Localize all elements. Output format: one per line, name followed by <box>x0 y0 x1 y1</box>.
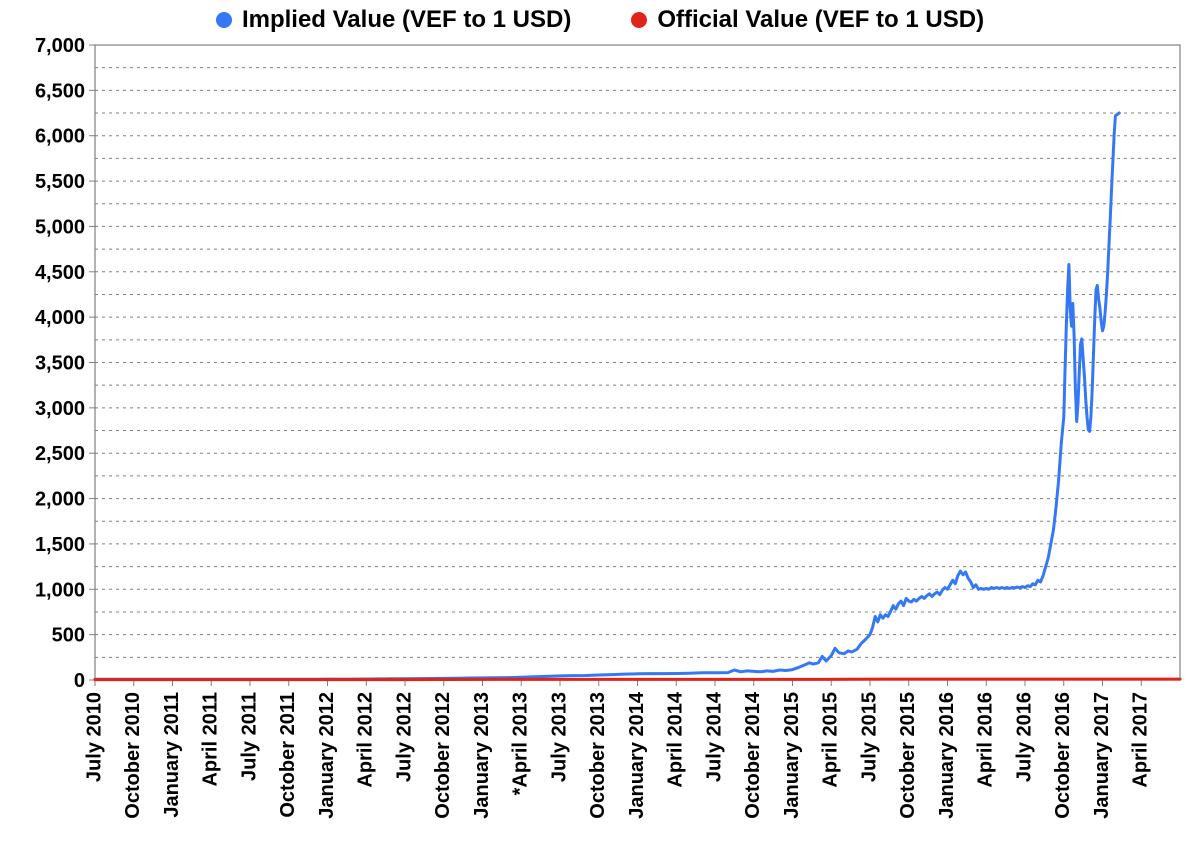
x-tick-label: October 2015 <box>897 692 919 819</box>
y-tick-label: 6,000 <box>35 126 85 148</box>
y-tick-label: 6,500 <box>35 80 85 102</box>
x-tick-label: October 2014 <box>742 691 764 819</box>
x-tick-label: October 2010 <box>122 692 144 819</box>
y-tick-label: 0 <box>74 670 85 692</box>
exchange-rate-chart: Implied Value (VEF to 1 USD) Official Va… <box>0 0 1200 865</box>
x-tick-label: July 2015 <box>858 692 880 782</box>
x-tick-label: April 2015 <box>820 692 842 788</box>
legend-item-implied: Implied Value (VEF to 1 USD) <box>216 6 571 34</box>
legend-swatch-official <box>631 12 647 28</box>
y-tick-label: 2,500 <box>35 443 85 465</box>
y-tick-label: 1,500 <box>35 534 85 556</box>
series-line <box>95 679 1180 680</box>
x-tick-label: July 2011 <box>238 692 260 781</box>
x-tick-label: April 2016 <box>975 692 997 788</box>
y-tick-label: 3,000 <box>35 398 85 420</box>
x-tick-label: October 2012 <box>432 692 454 819</box>
x-tick-label: July 2016 <box>1013 692 1035 782</box>
x-tick-label: October 2013 <box>587 692 609 819</box>
x-tick-label: *April 2013 <box>510 692 532 795</box>
y-tick-label: 7,000 <box>35 35 85 57</box>
x-tick-label: April 2012 <box>355 692 377 788</box>
y-tick-label: 3,500 <box>35 353 85 375</box>
legend-label-implied: Implied Value (VEF to 1 USD) <box>242 6 571 34</box>
x-tick-label: January 2013 <box>471 692 493 819</box>
x-tick-label: July 2013 <box>548 692 570 782</box>
y-tick-label: 2,000 <box>35 489 85 511</box>
y-tick-label: 4,000 <box>35 307 85 329</box>
x-tick-label: October 2016 <box>1052 692 1074 819</box>
y-tick-label: 4,500 <box>35 262 85 284</box>
x-tick-label: October 2011 <box>277 692 299 818</box>
x-tick-label: January 2012 <box>316 692 338 819</box>
legend: Implied Value (VEF to 1 USD) Official Va… <box>0 6 1200 34</box>
x-tick-label: July 2012 <box>393 692 415 782</box>
x-tick-label: April 2011 <box>200 692 222 787</box>
y-tick-label: 500 <box>52 625 85 647</box>
x-tick-label: April 2014 <box>665 691 687 787</box>
x-tick-label: January 2015 <box>781 692 803 819</box>
x-tick-label: January 2014 <box>626 691 648 819</box>
x-tick-label: January 2017 <box>1091 692 1113 819</box>
legend-item-official: Official Value (VEF to 1 USD) <box>631 6 984 34</box>
y-tick-label: 5,000 <box>35 216 85 238</box>
x-tick-label: July 2010 <box>83 692 105 782</box>
x-tick-label: January 2016 <box>936 692 958 819</box>
x-tick-label: July 2014 <box>703 691 725 782</box>
x-tick-label: January 2011 <box>161 692 183 818</box>
y-tick-label: 5,500 <box>35 171 85 193</box>
y-tick-label: 1,000 <box>35 579 85 601</box>
chart-svg: 0 500 1,000 1,500 2,000 2,500 3,000 3,500 4,000 4… <box>0 0 1200 865</box>
legend-label-official: Official Value (VEF to 1 USD) <box>657 6 984 34</box>
x-tick-label: April 2017 <box>1130 692 1152 788</box>
legend-swatch-implied <box>216 12 232 28</box>
